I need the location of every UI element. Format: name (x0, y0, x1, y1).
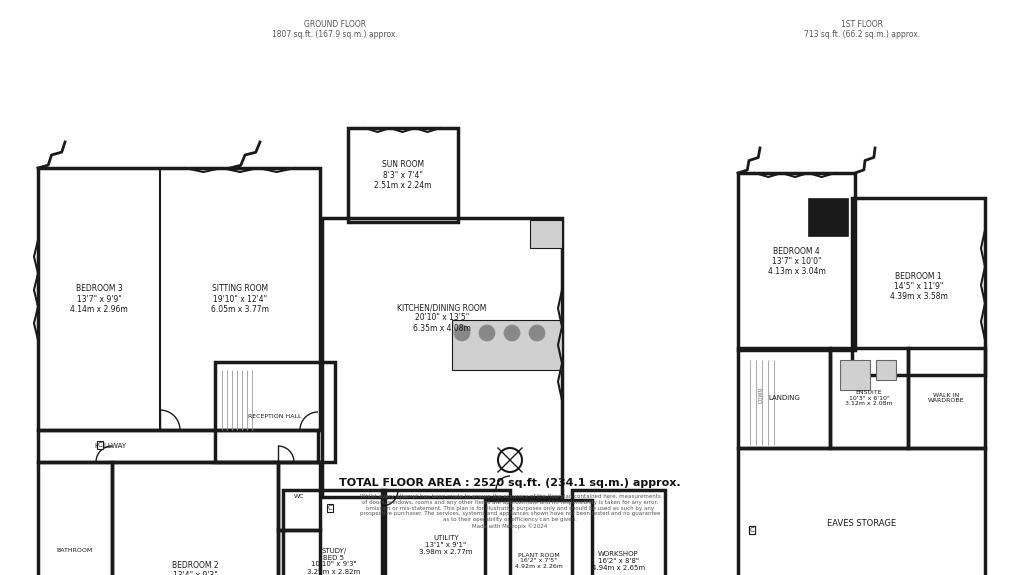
Text: DOWN: DOWN (758, 387, 763, 403)
Bar (382, 490, 510, 575)
Circle shape (479, 325, 494, 341)
Text: WORKSHOP
16'2" x 8'8"
4.94m x 2.65m: WORKSHOP 16'2" x 8'8" 4.94m x 2.65m (591, 551, 644, 571)
Text: KITCHEN/DINING ROOM
20'10" x 13'5"
6.35m x 4.08m: KITCHEN/DINING ROOM 20'10" x 13'5" 6.35m… (397, 303, 486, 333)
Text: WC: WC (293, 493, 304, 499)
Bar (38, 462, 112, 575)
Bar (451, 320, 561, 370)
Text: C: C (327, 505, 332, 511)
Bar (278, 530, 320, 575)
Bar (38, 430, 318, 462)
Bar (738, 173, 854, 350)
Bar (322, 218, 561, 497)
Bar (38, 168, 320, 430)
Bar (215, 362, 334, 462)
Bar (840, 360, 869, 390)
Text: EAVES STORAGE: EAVES STORAGE (826, 519, 895, 527)
Bar (282, 490, 384, 575)
Text: TOTAL FLOOR AREA : 2520 sq.ft. (234.1 sq.m.) approx.: TOTAL FLOOR AREA : 2520 sq.ft. (234.1 sq… (339, 478, 680, 488)
Text: UTILITY
13'1" x 9'1"
3.98m x 2.77m: UTILITY 13'1" x 9'1" 3.98m x 2.77m (419, 535, 472, 555)
Bar (829, 348, 907, 448)
Text: 1ST FLOOR
713 sq.ft. (66.2 sq.m.) approx.: 1ST FLOOR 713 sq.ft. (66.2 sq.m.) approx… (803, 20, 919, 40)
Bar (907, 348, 984, 448)
Text: BATHROOM: BATHROOM (57, 549, 93, 554)
Bar (738, 348, 829, 448)
Text: RECEPTION HALL: RECEPTION HALL (248, 415, 302, 420)
Bar (875, 360, 895, 380)
Circle shape (529, 325, 544, 341)
Text: PLANT ROOM
16'2" x 7'5"
4.92m x 2.26m: PLANT ROOM 16'2" x 7'5" 4.92m x 2.26m (514, 553, 561, 569)
Bar (278, 462, 320, 530)
Bar (738, 448, 984, 575)
Bar (112, 462, 278, 575)
Text: Whilst every attempt has been made to ensure the accuracy of the floorplan conta: Whilst every attempt has been made to en… (360, 494, 659, 529)
Text: WALK IN
WARDROBE: WALK IN WARDROBE (927, 393, 964, 404)
Bar (572, 490, 664, 575)
Text: C: C (749, 527, 754, 533)
Bar (484, 500, 591, 575)
Circle shape (503, 325, 520, 341)
Text: STUDY/
BED 5
10'10" x 9'3"
3.29m x 2.82m: STUDY/ BED 5 10'10" x 9'3" 3.29m x 2.82m (307, 547, 361, 574)
Text: HALLWAY: HALLWAY (95, 443, 126, 449)
Text: GROUND FLOOR
1807 sq.ft. (167.9 sq.m.) approx.: GROUND FLOOR 1807 sq.ft. (167.9 sq.m.) a… (272, 20, 397, 40)
Text: C: C (749, 527, 754, 533)
Bar (807, 198, 847, 236)
Bar (530, 220, 561, 248)
Bar (851, 198, 984, 375)
Text: SUN ROOM
8'3" x 7'4"
2.51m x 2.24m: SUN ROOM 8'3" x 7'4" 2.51m x 2.24m (374, 160, 431, 190)
Text: LANDING: LANDING (767, 395, 799, 401)
Text: BEDROOM 2
13'4" x 9'3"
4.06m x 2.83m: BEDROOM 2 13'4" x 9'3" 4.06m x 2.83m (166, 561, 223, 575)
Text: ENSUITE
10'3" x 6'10"
3.12m x 2.08m: ENSUITE 10'3" x 6'10" 3.12m x 2.08m (845, 390, 892, 407)
Text: BEDROOM 3
13'7" x 9'9"
4.14m x 2.96m: BEDROOM 3 13'7" x 9'9" 4.14m x 2.96m (70, 284, 127, 314)
Text: C: C (98, 442, 102, 448)
Text: SITTING ROOM
19'10" x 12'4"
6.05m x 3.77m: SITTING ROOM 19'10" x 12'4" 6.05m x 3.77… (211, 284, 269, 314)
Bar (347, 128, 458, 222)
Text: BEDROOM 4
13'7" x 10'0"
4.13m x 3.04m: BEDROOM 4 13'7" x 10'0" 4.13m x 3.04m (767, 247, 824, 277)
Circle shape (453, 325, 470, 341)
Text: BEDROOM 1
14'5" x 11'9"
4.39m x 3.58m: BEDROOM 1 14'5" x 11'9" 4.39m x 3.58m (889, 271, 947, 301)
